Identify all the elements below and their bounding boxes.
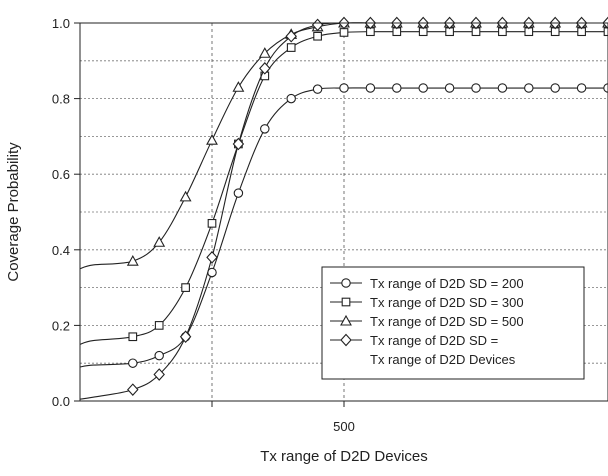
grid-layer	[80, 23, 608, 401]
series-1-point	[603, 83, 608, 93]
y-tick-label: 0.8	[52, 92, 70, 107]
series-4-point	[179, 330, 192, 344]
series-1-point	[471, 83, 481, 93]
y-tick-label: 0.0	[52, 394, 70, 409]
series-4-point	[259, 62, 271, 75]
y-tick-label: 1.0	[52, 16, 70, 31]
series-2-point	[128, 332, 138, 342]
series-2-point	[286, 43, 296, 52]
series-4-point	[206, 251, 218, 264]
legend-marker-3	[340, 314, 352, 326]
series-1-point	[339, 83, 349, 93]
series-1-point	[260, 124, 270, 134]
series-1-point	[524, 83, 534, 93]
legend-label-2: Tx range of D2D SD = 300	[370, 295, 524, 310]
x-tick-label: 500	[333, 419, 355, 434]
series-3-point	[206, 134, 218, 145]
series-1-point	[392, 83, 402, 93]
series-4-point	[153, 368, 165, 381]
series-1-point	[365, 83, 376, 93]
legend-label-4: Tx range of D2D Devices	[370, 352, 516, 367]
series-2-point	[207, 218, 217, 228]
series-3-point	[126, 255, 139, 266]
series-4-point	[232, 137, 245, 151]
series-3-point	[258, 47, 271, 58]
series-2	[79, 27, 608, 345]
tick-layer: 0.0 0.2 0.4 0.6 0.8 1.0 500	[52, 16, 355, 434]
series-2-point	[181, 283, 190, 292]
legend-label-3: Tx range of D2D SD = 500	[370, 314, 524, 329]
y-tick-label: 0.2	[52, 318, 70, 333]
x-axis-title: Tx range of D2D Devices	[260, 448, 428, 465]
legend-label-4: Tx range of D2D SD =	[370, 333, 498, 348]
y-axis-title: Coverage Probability	[5, 142, 22, 282]
y-tick-label: 0.6	[52, 167, 70, 182]
series-1-point	[497, 83, 508, 93]
legend-marker-2	[341, 297, 351, 307]
series-3-point	[153, 236, 166, 247]
series-1-point	[286, 93, 296, 104]
series-2-point	[154, 321, 164, 330]
legend-label-1: Tx range of D2D SD = 200	[370, 276, 524, 291]
legend: Tx range of D2D SD = 200 Tx range of D2D …	[321, 266, 585, 380]
series-1	[79, 83, 608, 368]
series-1-point	[154, 350, 164, 361]
series-2-point	[313, 31, 322, 41]
legend-marker-1	[341, 278, 351, 288]
series-1-point	[550, 83, 560, 93]
legend-marker-4	[340, 333, 352, 347]
series-4-point	[127, 383, 139, 396]
y-tick-label: 0.4	[52, 243, 70, 258]
series-3-point	[232, 81, 245, 92]
series-1-point	[418, 83, 428, 93]
series-1-point	[128, 358, 138, 368]
series-1-point	[444, 83, 455, 93]
series-3-point	[179, 190, 192, 202]
legend-box	[321, 266, 585, 380]
series-1-point	[312, 84, 323, 94]
series-1-point	[576, 83, 587, 93]
series-1-point	[233, 188, 244, 198]
series-2-point	[603, 27, 608, 37]
series-4-point	[285, 29, 297, 43]
series-2-point	[339, 28, 349, 37]
